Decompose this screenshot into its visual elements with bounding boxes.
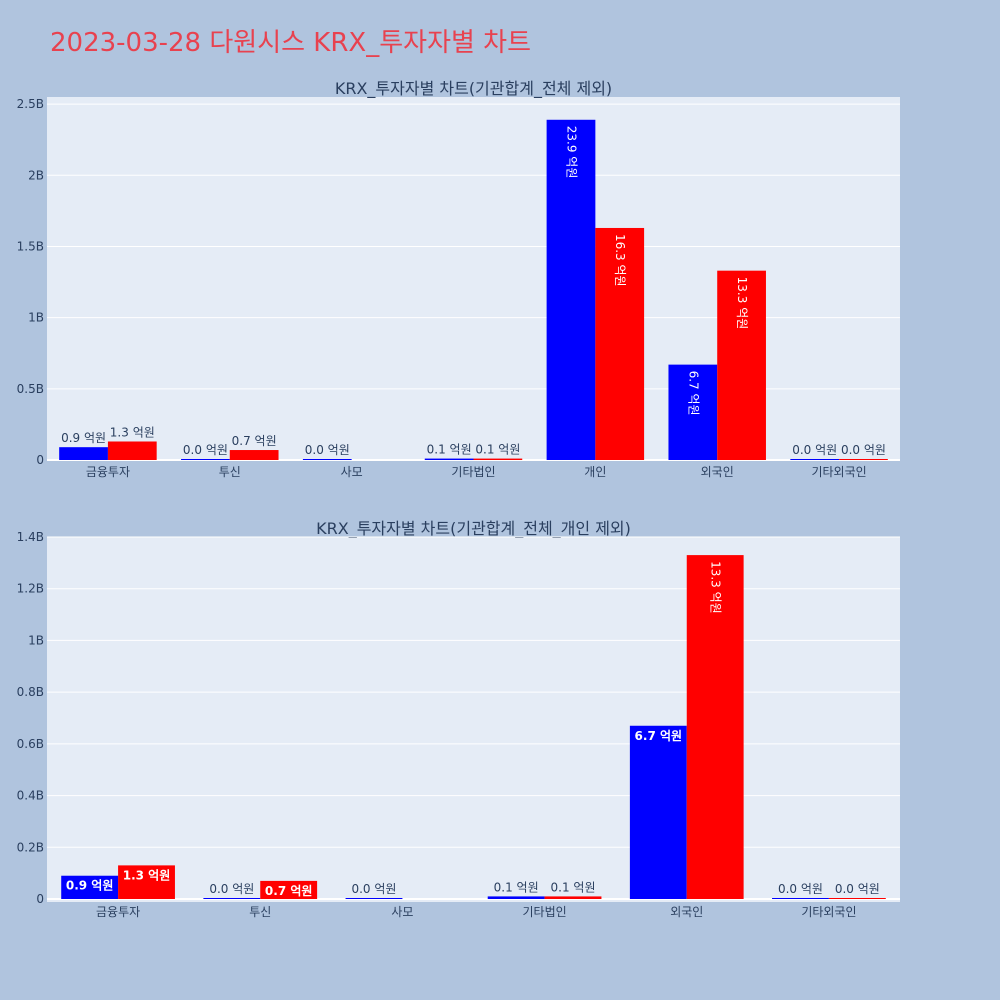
data-label: 0.1 억원 (427, 443, 472, 457)
bar (181, 459, 230, 460)
x-tick-label: 기타외국인 (811, 465, 866, 479)
plot-area (47, 97, 900, 460)
data-label: 13.3 억원 (709, 561, 723, 614)
y-tick-label: 1B (28, 633, 44, 647)
page-title: 2023-03-28 다원시스 KRX_투자자별 차트 (50, 28, 532, 58)
bar (668, 364, 718, 460)
bar (629, 725, 687, 899)
y-tick-label: 1.4B (17, 530, 44, 544)
bar (828, 898, 886, 899)
bar (203, 898, 261, 899)
bar (772, 898, 829, 899)
data-label: 0.0 억원 (351, 882, 396, 896)
plot-area (47, 537, 900, 902)
y-tick-label: 2.5B (17, 97, 44, 111)
x-tick-label: 사모 (391, 905, 413, 919)
x-tick-label: 외국인 (670, 905, 703, 919)
bar (61, 875, 119, 899)
bar (345, 898, 403, 899)
y-tick-label: 0 (36, 892, 44, 906)
bar (59, 447, 108, 460)
bar (717, 270, 766, 460)
data-label: 0.1 억원 (475, 443, 520, 457)
x-tick-label: 금융투자 (86, 465, 130, 479)
bar (473, 458, 523, 460)
y-tick-label: 0 (36, 453, 44, 467)
bar (302, 459, 352, 460)
bar (118, 865, 175, 899)
data-label: 1.3 억원 (123, 868, 171, 882)
y-tick-label: 0.2B (17, 840, 44, 854)
x-tick-label: 기타외국인 (801, 905, 856, 919)
x-tick-label: 기타법인 (451, 465, 495, 479)
y-tick-label: 2B (28, 168, 44, 182)
x-tick-label: 기타법인 (522, 905, 566, 919)
bar (107, 441, 157, 460)
x-tick-label: 투신 (249, 905, 271, 919)
chart-title: KRX_투자자별 차트(기관합계_전체_개인 제외) (316, 519, 631, 539)
y-tick-label: 0.6B (17, 737, 44, 751)
y-tick-label: 1.2B (17, 582, 44, 596)
bar (229, 450, 279, 460)
data-label: 0.0 억원 (835, 882, 880, 896)
bar (487, 896, 545, 899)
data-label: 6.7 억원 (686, 371, 700, 416)
chart-excluding-individuals: KRX_투자자별 차트(기관합계_전체_개인 제외) 0 0.2B 0.4B 0.6B 0… (17, 519, 900, 919)
bar (595, 227, 645, 460)
bar (544, 896, 602, 899)
chart-title: KRX_투자자별 차트(기관합계_전체 제외) (335, 79, 612, 99)
y-tick-label: 0.5B (17, 382, 44, 396)
data-label: 16.3 억원 (613, 234, 627, 287)
data-label: 0.1 억원 (494, 880, 539, 894)
data-label: 23.9 억원 (564, 126, 578, 179)
data-label: 0.1 억원 (551, 880, 596, 894)
x-tick-label: 사모 (341, 465, 363, 479)
bar (790, 459, 840, 460)
bar (839, 459, 888, 460)
data-label: 0.0 억원 (792, 443, 837, 457)
bar (260, 880, 318, 899)
y-tick-label: 0.8B (17, 685, 44, 699)
x-tick-label: 금융투자 (96, 905, 140, 919)
data-label: 13.3 억원 (735, 277, 749, 330)
data-label: 0.0 억원 (778, 882, 823, 896)
bar (686, 555, 744, 899)
data-label: 0.7 억원 (265, 884, 313, 898)
x-tick-label: 외국인 (701, 465, 734, 479)
x-tick-label: 개인 (584, 465, 606, 479)
data-label: 0.0 억원 (209, 882, 254, 896)
data-label: 0.9 억원 (66, 879, 114, 893)
y-tick-label: 1B (28, 311, 44, 325)
data-label: 6.7 억원 (635, 729, 683, 743)
data-label: 0.0 억원 (305, 443, 350, 457)
data-label: 0.0 억원 (183, 443, 228, 457)
bar (424, 458, 474, 460)
data-label: 0.0 억원 (841, 443, 886, 457)
chart-all-investors: KRX_투자자별 차트(기관합계_전체 제외) 0 0.5B 1B 1.5B 2B 2.5B… (17, 79, 900, 479)
y-tick-label: 1.5B (17, 239, 44, 253)
data-label: 0.7 억원 (232, 434, 277, 448)
bar (546, 119, 596, 460)
y-tick-label: 0.4B (17, 789, 44, 803)
data-label: 1.3 억원 (110, 425, 155, 439)
x-tick-label: 투신 (219, 465, 241, 479)
data-label: 0.9 억원 (61, 431, 106, 445)
